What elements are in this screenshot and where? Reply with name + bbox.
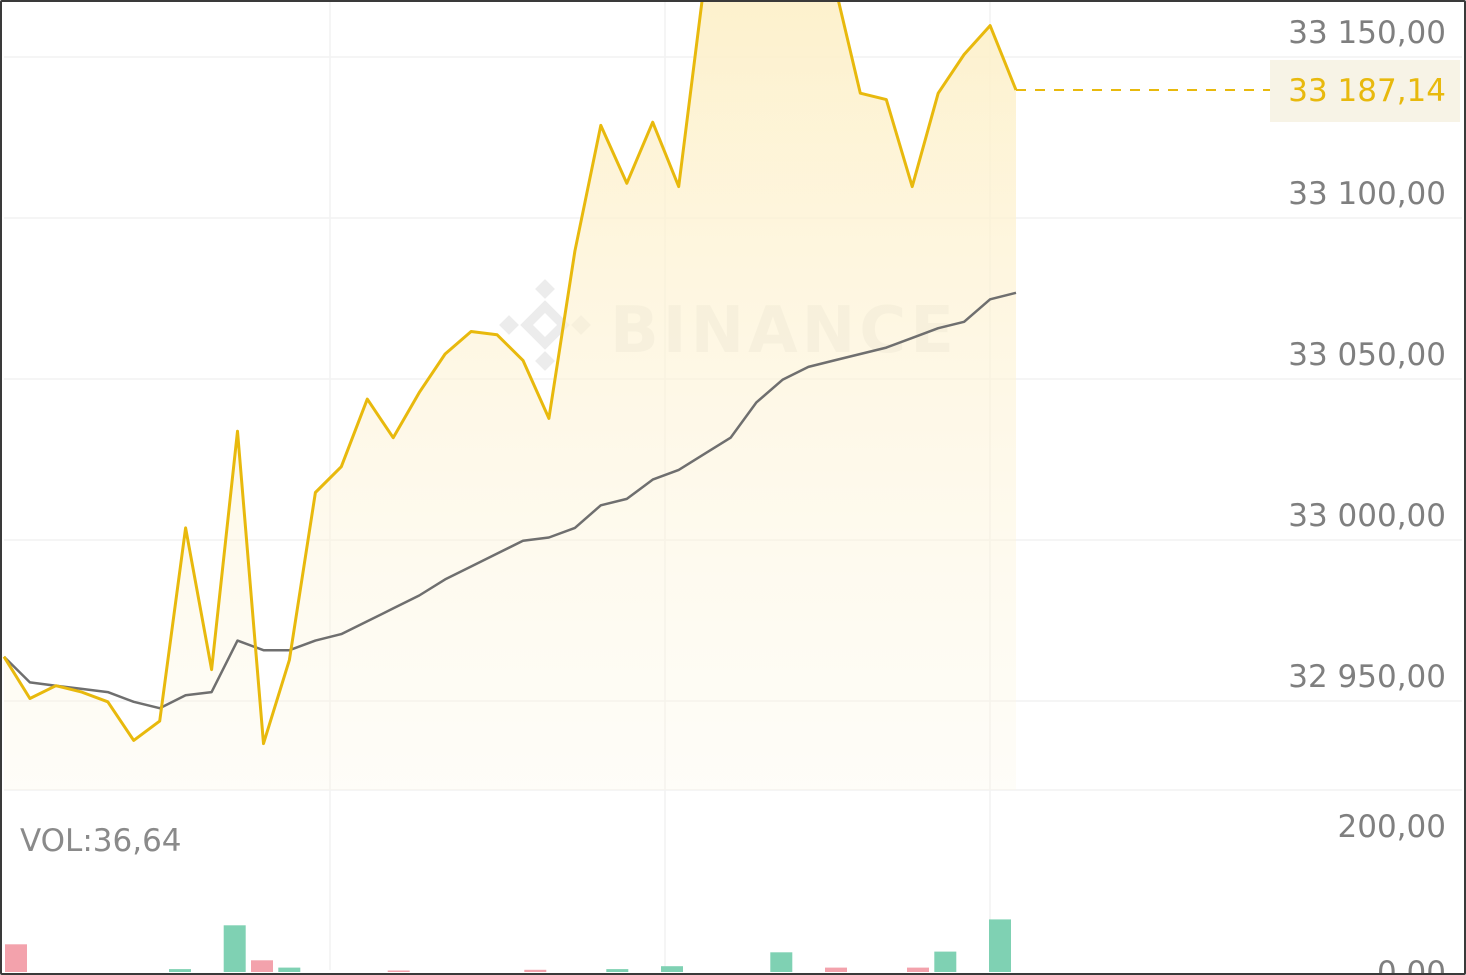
volume-bar (223, 925, 246, 972)
current-price-label: 33 187,14 (1288, 73, 1446, 109)
volume-bar (989, 919, 1011, 972)
y-tick-label: 33 000,00 (1288, 498, 1446, 534)
logo-square (499, 315, 519, 335)
y-tick-label: 33 150,00 (1288, 15, 1446, 51)
volume-bar (524, 969, 547, 972)
volume-bar (770, 952, 793, 972)
ma-line (3, 291, 1017, 710)
volume-bar (606, 969, 629, 972)
price-area (4, 0, 1016, 790)
volume-bar (934, 951, 957, 972)
volume-tick-label: 0,00 (1377, 955, 1446, 975)
volume-bar (907, 967, 929, 972)
current-price-tag-bg (1270, 59, 1460, 122)
logo-square (535, 351, 555, 371)
volume-bar (825, 967, 847, 972)
y-tick-label: 32 950,00 (1288, 659, 1446, 695)
logo-square (535, 279, 555, 299)
price-axis: 33 150,00 33 100,00 33 050,00 33 000,00 32 9… (1288, 15, 1446, 695)
price-line (2, 0, 1018, 746)
ma-series-line (3, 291, 1017, 710)
price-series-line (2, 0, 1018, 746)
y-tick-label: 33 100,00 (1288, 176, 1446, 212)
volume-bar (387, 970, 410, 972)
current-price-marker: 33 187,14 (1016, 59, 1460, 122)
volume-bar (278, 967, 301, 972)
volume-label: VOL:36,64 (20, 823, 182, 859)
volume-bar (251, 960, 273, 972)
volume-panel: VOL:36,64 200,00 0,00 (5, 809, 1446, 975)
volume-tick-label: 200,00 (1338, 809, 1446, 845)
volume-bar (5, 944, 27, 972)
volume-bar (661, 966, 683, 972)
logo-diamond (520, 300, 570, 350)
price-area-fill (4, 0, 1016, 790)
volume-bar (169, 969, 191, 972)
y-tick-label: 33 050,00 (1288, 337, 1446, 373)
